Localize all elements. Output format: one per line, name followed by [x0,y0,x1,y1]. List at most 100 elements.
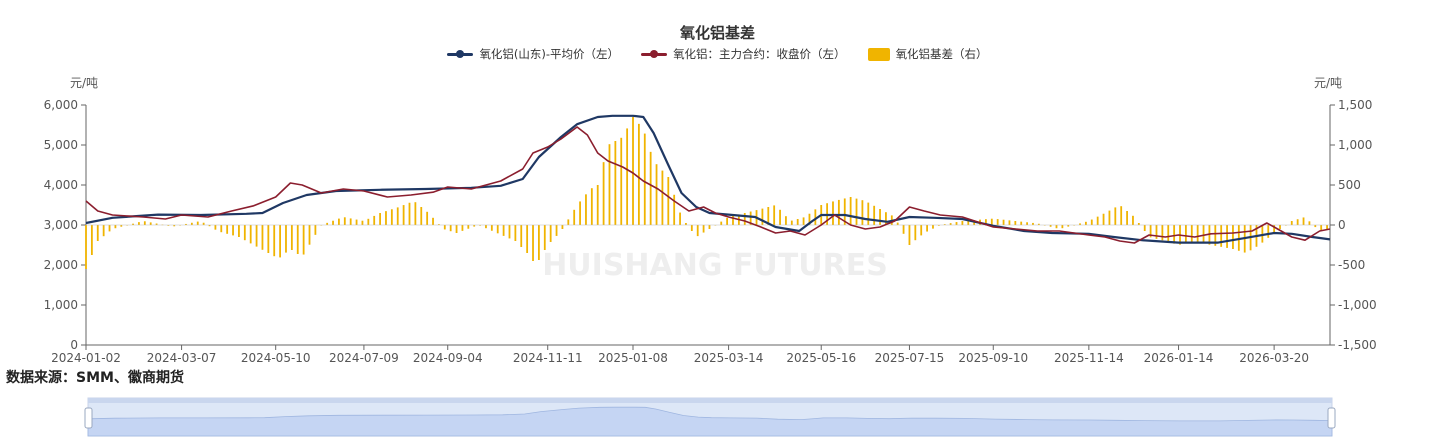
basis-bar [143,221,146,225]
basis-bar [1237,225,1240,251]
basis-bar [1173,225,1176,244]
basis-bar [1155,225,1158,239]
basis-bar [1167,225,1170,242]
basis-bar [96,225,99,241]
data-zoom-slider[interactable] [84,397,1336,437]
basis-bar [996,219,999,225]
legend-item-basis[interactable]: 氧化铝基差（右） [867,46,988,62]
basis-bar [1061,225,1064,229]
basis-bar [1190,225,1193,242]
basis-bar [485,225,487,229]
basis-bar [1037,223,1040,225]
right-y-tick-label: -500 [1338,258,1365,272]
basis-bar [343,217,346,225]
basis-bar [961,221,964,225]
basis-bar [608,144,611,225]
basis-bar [155,223,158,225]
basis-bar [190,222,193,225]
basis-bar [85,225,87,269]
zoom-handle-left[interactable] [84,407,93,429]
basis-bar [708,225,711,229]
basis-bar [914,225,917,241]
basis-bar [585,194,587,225]
basis-bar [379,213,381,225]
legend-item-close-price[interactable]: 氧化铝：主力合约：收盘价（左） [641,46,846,62]
basis-bar [102,225,105,237]
basis-bar [220,225,223,233]
price-lines [85,114,1331,244]
x-tick-label: 2024-09-04 [413,351,483,365]
basis-bar [1049,225,1052,227]
legend-item-avg-price[interactable]: 氧化铝(山东)-平均价（左） [447,46,619,62]
basis-bar [643,133,646,225]
basis-bar [455,225,458,233]
basis-bar [743,213,746,225]
basis-bar [326,222,329,225]
legend-label-avg-price: 氧化铝(山东)-平均价（左） [479,47,620,61]
basis-bar [1308,221,1311,225]
zoom-handle-right[interactable] [1327,407,1336,429]
basis-bar [1085,221,1087,225]
basis-bar [1279,225,1281,229]
basis-bar [1161,225,1164,241]
basis-bar [108,225,111,232]
basis-bar [1232,225,1234,249]
basis-bar [543,225,546,250]
basis-bar [579,201,581,225]
basis-bar [1184,225,1187,244]
basis-bar [1220,225,1223,247]
basis-bar [773,205,776,225]
basis-bar [314,225,317,235]
basis-bar [1149,225,1152,238]
legend-label-close-price: 氧化铝：主力合约：收盘价（左） [673,47,846,61]
legend-label-basis: 氧化铝基差（右） [895,47,988,61]
basis-bar [355,219,358,225]
basis-bar [720,221,723,225]
chart-legend[interactable]: 氧化铝(山东)-平均价（左） 氧化铝：主力合约：收盘价（左） 氧化铝基差（右） [0,46,1435,62]
basis-bar [1137,223,1140,225]
basis-bar [402,205,405,225]
basis-bar [167,225,170,226]
basis-bar [1067,225,1070,227]
basis-bar [779,209,781,225]
zoom-preview-area [87,406,1333,437]
basis-bar [414,202,417,225]
basis-bar [232,225,234,236]
basis-bar [749,211,752,225]
left-y-tick-label: 4,000 [44,178,78,192]
basis-bar [1002,219,1005,225]
x-tick-label: 2024-05-10 [241,351,311,365]
basis-bar [732,215,734,225]
basis-bar [902,225,905,234]
basis-bar [443,225,446,230]
close-price-line [85,126,1331,244]
basis-bar [932,225,934,229]
basis-bar [385,211,387,225]
basis-bar [1102,213,1105,225]
basis-bar [461,225,464,231]
left-y-tick-label: 2,000 [44,258,78,272]
basis-bar [767,207,770,225]
basis-bar [1020,221,1023,225]
basis-bar [449,225,452,232]
basis-bar [1055,225,1058,229]
basis-bar [926,225,928,232]
basis-bar [1261,225,1264,243]
basis-bar [132,223,134,225]
basis-bar [843,198,846,225]
basis-bar [908,225,911,245]
basis-bar [1202,225,1205,244]
x-tick-label: 2024-03-07 [147,351,217,365]
basis-bar [202,222,205,225]
basis-bar [273,225,276,257]
basis-bar [396,207,399,225]
basis-bar [90,225,93,255]
avg-price-line [85,114,1331,244]
basis-bar [114,225,117,229]
basis-bar [785,216,787,225]
basis-bar [690,225,693,231]
right-y-tick-label: 1,000 [1338,138,1372,152]
basis-bar [567,219,570,225]
basis-bar [502,225,505,236]
basis-bar [302,225,305,255]
